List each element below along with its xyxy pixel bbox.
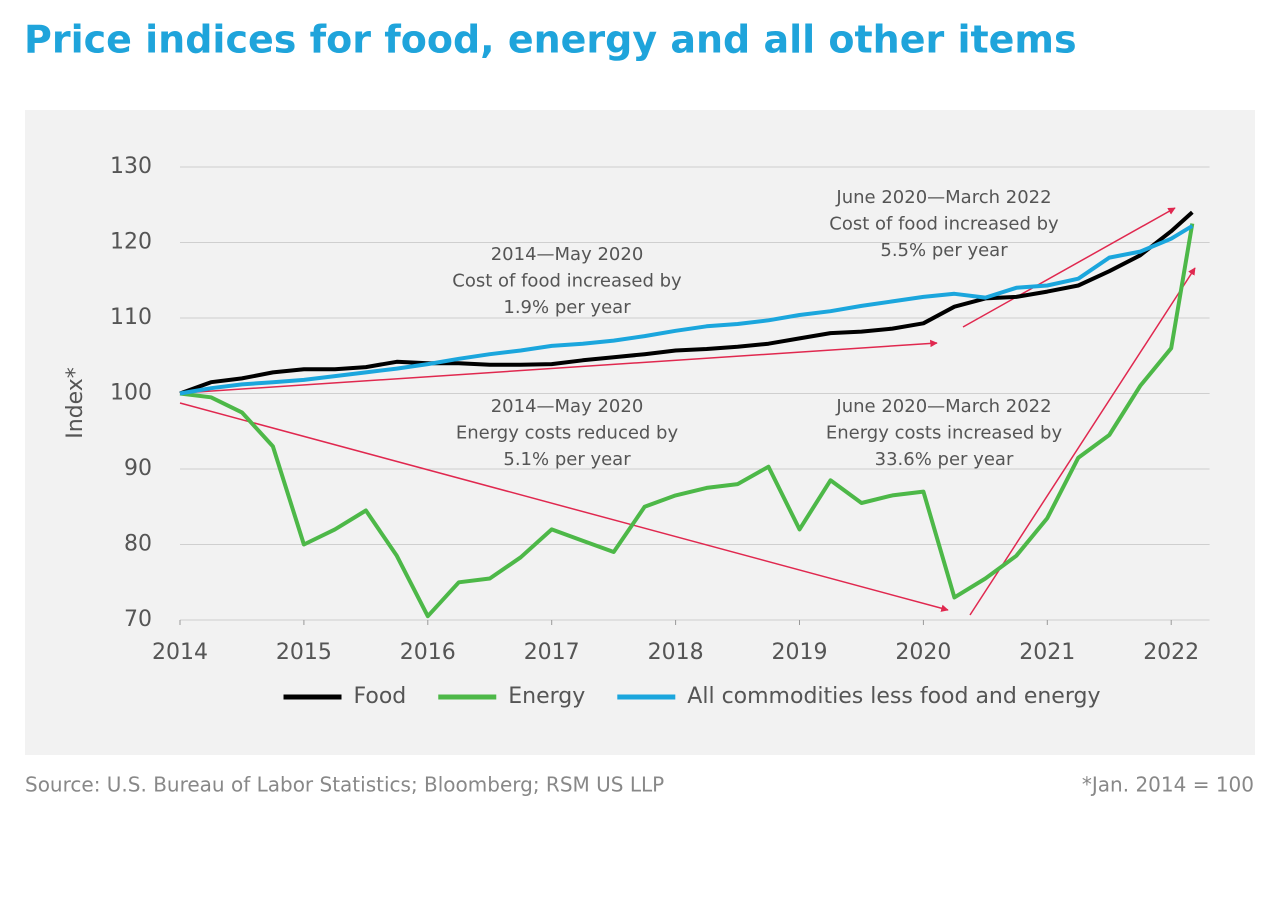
x-tick-label: 2019	[772, 640, 828, 665]
annotation: 2014—May 2020	[491, 396, 644, 417]
source: Source: U.S. Bureau of Labor Statistics;…	[25, 773, 664, 797]
y-tick-label: 100	[110, 381, 152, 406]
y-axis-label: Index*	[63, 367, 88, 439]
legend-label: Energy	[508, 684, 585, 709]
arrow	[962, 207, 1176, 328]
annotation: 5.1% per year	[503, 449, 631, 470]
x-tick-label: 2018	[648, 640, 704, 665]
annotation: June 2020—March 2022	[835, 187, 1051, 208]
arrow	[969, 267, 1196, 616]
y-tick-label: 90	[124, 456, 152, 481]
annotation: Energy costs reduced by	[456, 423, 679, 444]
x-tick-label: 2021	[1019, 640, 1075, 665]
legend-item: All commodities less food and energy	[617, 684, 1100, 709]
x-tick-label: 2017	[524, 640, 580, 665]
arrow	[179, 402, 949, 612]
y-tick-label: 70	[124, 607, 152, 632]
annotation: 5.5% per year	[880, 240, 1008, 261]
x-tick-label: 2014	[152, 640, 208, 665]
plot-panel	[25, 110, 1255, 755]
series-line	[179, 223, 1195, 619]
grid	[179, 166, 1210, 625]
legend-item: Food	[283, 684, 407, 709]
arrows	[179, 207, 1196, 616]
annotation: June 2020—March 2022	[835, 396, 1051, 417]
annotation: 1.9% per year	[503, 297, 631, 318]
y-tick-label: 130	[110, 154, 152, 179]
footnote: *Jan. 2014 = 100	[1082, 773, 1254, 797]
x-tick-label: 2022	[1143, 640, 1199, 665]
x-tick-label: 2015	[276, 640, 332, 665]
chart-title: Price indices for food, energy and all o…	[24, 18, 1077, 62]
lines	[179, 210, 1195, 619]
series-line	[179, 210, 1194, 396]
annotation: Energy costs increased by	[826, 423, 1063, 444]
y-tick-label: 120	[110, 230, 152, 255]
arrow	[181, 339, 938, 394]
legend-item: Energy	[438, 684, 585, 709]
annotation: 2014—May 2020	[491, 244, 644, 265]
annotation: 33.6% per year	[875, 449, 1014, 470]
x-tick-label: 2020	[895, 640, 951, 665]
series-line	[179, 224, 1194, 396]
annotation: Cost of food increased by	[452, 271, 682, 292]
annotation: Cost of food increased by	[829, 214, 1059, 235]
x-tick-label: 2016	[400, 640, 456, 665]
y-tick-label: 80	[124, 532, 152, 557]
legend-label: All commodities less food and energy	[687, 684, 1100, 709]
legend-label: Food	[354, 684, 407, 709]
y-tick-label: 110	[110, 305, 152, 330]
